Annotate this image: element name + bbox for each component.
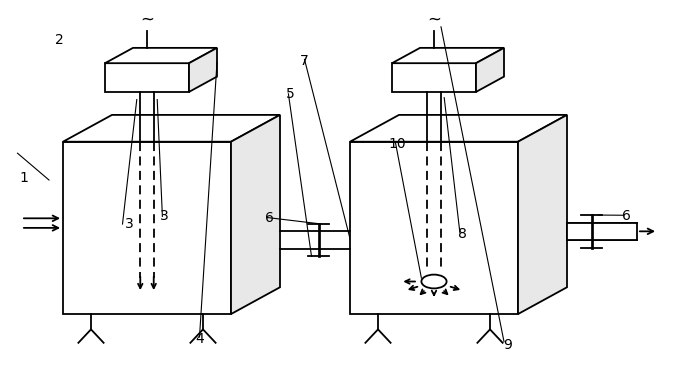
Polygon shape bbox=[350, 115, 567, 142]
Polygon shape bbox=[350, 142, 518, 314]
Text: 6: 6 bbox=[265, 211, 274, 225]
Polygon shape bbox=[476, 48, 504, 92]
Text: ~: ~ bbox=[140, 11, 154, 29]
Polygon shape bbox=[392, 48, 504, 63]
Text: 3: 3 bbox=[125, 217, 134, 231]
Text: 4: 4 bbox=[195, 332, 204, 346]
Polygon shape bbox=[231, 115, 280, 314]
Text: 10: 10 bbox=[389, 137, 407, 151]
Polygon shape bbox=[105, 63, 189, 92]
Polygon shape bbox=[518, 115, 567, 314]
Polygon shape bbox=[189, 48, 217, 92]
Text: 3: 3 bbox=[160, 210, 169, 223]
Polygon shape bbox=[63, 142, 231, 314]
Text: 9: 9 bbox=[503, 338, 512, 352]
Polygon shape bbox=[63, 115, 280, 142]
Text: 5: 5 bbox=[286, 87, 295, 101]
Polygon shape bbox=[392, 63, 476, 92]
Text: 7: 7 bbox=[300, 54, 309, 68]
Polygon shape bbox=[567, 223, 637, 240]
Polygon shape bbox=[105, 48, 217, 63]
Text: 1: 1 bbox=[20, 171, 28, 185]
Text: 2: 2 bbox=[55, 33, 64, 47]
Text: 8: 8 bbox=[458, 227, 466, 241]
Text: ~: ~ bbox=[427, 11, 441, 29]
Text: 6: 6 bbox=[622, 210, 631, 223]
